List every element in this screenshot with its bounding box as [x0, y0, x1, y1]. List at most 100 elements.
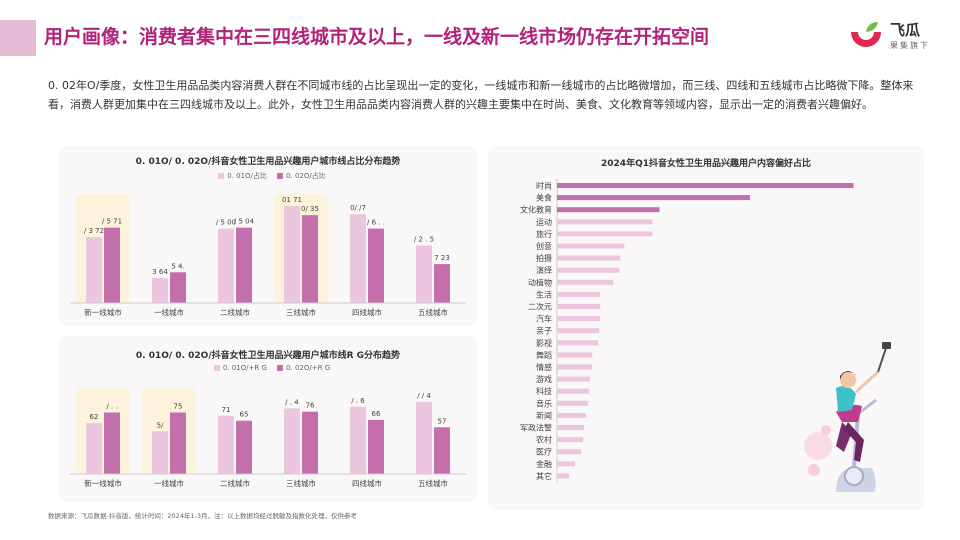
data-label: / . 6: [351, 397, 365, 405]
x-tick-label: 一线城市: [154, 307, 184, 317]
bar: [557, 279, 614, 285]
highlight-band: [76, 194, 130, 303]
y-tick-label: 医疗: [536, 447, 552, 457]
bar: [557, 400, 589, 406]
bar: [557, 376, 591, 382]
data-label: / 6 . .: [367, 219, 385, 227]
y-tick-label: 美食: [536, 193, 552, 203]
bar: [557, 461, 576, 467]
bar: [284, 408, 300, 474]
data-label: 65: [240, 411, 249, 419]
city-tgi-chart: 62 / . . 新一线城市 5/75 一线城市 71 65 二线城市 / . 4 76 三线城市 /…: [70, 388, 466, 488]
bar: [557, 364, 593, 370]
bar: [557, 352, 593, 358]
data-label: 5/: [157, 421, 164, 429]
bar: [557, 316, 601, 322]
source-footnote: 数据来源：飞瓜数据-抖音版，统计时间：2024年1-3月，注：以上数据均经过脱敏…: [48, 512, 358, 520]
data-label: / 2 . 5: [414, 235, 434, 243]
bar: [104, 227, 120, 303]
data-label: 62: [90, 413, 99, 421]
x-tick-label: 三线城市: [286, 478, 316, 488]
x-tick-label: 四线城市: [352, 307, 382, 317]
legend-swatch: [277, 365, 284, 371]
bar: [557, 183, 854, 188]
legend-label: 0. 02O/占比: [286, 172, 326, 180]
x-tick-label: 二线城市: [220, 307, 250, 317]
y-tick-label: 金融: [536, 459, 552, 469]
x-tick-label: 二线城市: [220, 478, 250, 488]
data-label: 3 64: [152, 268, 168, 276]
y-tick-label: 农村: [536, 435, 552, 445]
y-tick-label: 时尚: [536, 181, 552, 191]
city-share-panel: 0. 01O/ 0. 02O/抖音女性卫生用品兴趣用户城市线占比分布趋势 0. …: [58, 146, 478, 326]
legend-label: 0. 01O/占比: [227, 172, 267, 180]
bar: [416, 401, 432, 474]
bar: [557, 473, 570, 479]
legend-swatch: [218, 173, 225, 179]
bar: [557, 207, 660, 213]
data-label: 75: [174, 403, 183, 411]
bar: [218, 228, 234, 303]
bar: [350, 406, 366, 474]
data-label: 71: [222, 406, 231, 414]
data-label: 0/ /7: [350, 204, 366, 212]
chart-title: 2024年Q1抖音女性卫生用品兴趣用户内容偏好占比: [601, 159, 811, 169]
y-tick-label: 影视: [536, 338, 552, 348]
bar: [236, 420, 252, 474]
y-tick-label: 军政法警: [520, 423, 552, 433]
bar: [557, 340, 599, 346]
data-label: 5 4.: [171, 262, 184, 270]
bar: [434, 427, 450, 474]
city-share-chart: / 3 72/ 5 71 新一线城市 3 645 4. 一线城市 / 5 00/ 5 0…: [70, 194, 466, 317]
data-label: / 5 71: [102, 218, 122, 226]
y-tick-label: 舞蹈: [536, 350, 552, 360]
y-tick-label: 演绎: [536, 265, 552, 275]
data-label: 0/ 35: [301, 205, 319, 213]
y-tick-label: 旅行: [536, 229, 552, 239]
y-tick-label: 拍摄: [536, 253, 552, 263]
bar: [557, 449, 582, 455]
x-tick-label: 一线城市: [154, 478, 184, 488]
bar: [416, 245, 432, 303]
bar: [152, 431, 168, 474]
city-tgi-panel: 0. 01O/ 0. 02O/抖音女性卫生用品兴趣用户城市线R G分布趋势 0.…: [58, 336, 478, 502]
data-label: 57: [438, 417, 447, 425]
bar: [557, 412, 587, 418]
data-label: 76: [306, 402, 315, 410]
bar: [557, 425, 585, 430]
data-label: / . 4: [285, 398, 299, 406]
data-label: 66: [372, 410, 381, 418]
legend-label: 0. 02O/+R G: [286, 364, 331, 372]
legend-label: 0. 01O/+R G: [222, 364, 267, 372]
bar: [236, 227, 252, 303]
bar: [302, 411, 318, 474]
y-tick-label: 文化教育: [520, 205, 552, 215]
y-tick-label: 亲子: [536, 326, 552, 336]
y-tick-label: 创意: [536, 241, 552, 251]
y-tick-label: 科技: [536, 386, 552, 396]
bar: [302, 215, 318, 303]
y-tick-label: 运动: [536, 217, 552, 227]
y-tick-label: 汽车: [536, 314, 552, 324]
bar: [557, 231, 653, 237]
bar: [557, 255, 621, 261]
bar: [170, 412, 186, 474]
bar: [557, 291, 601, 297]
y-tick-label: 其它: [536, 471, 552, 481]
bar: [86, 237, 102, 303]
y-tick-label: 生活: [536, 289, 552, 299]
chart-title: 0. 01O/ 0. 02O/抖音女性卫生用品兴趣用户城市线R G分布趋势: [135, 351, 401, 361]
intro-paragraph: 0. 02年O/季度，女性卫生用品品类内容消费人群在不同城市线的占比呈现出一定的…: [48, 79, 914, 111]
brand-logo-icon: [851, 22, 881, 47]
x-tick-label: 四线城市: [352, 478, 382, 488]
bar: [368, 419, 384, 474]
content-preference-chart: 时尚美食文化教育运动旅行创意拍摄演绎动植物生活二次元汽车亲子影视舞蹈情感游戏科技…: [520, 178, 854, 483]
x-tick-label: 三线城市: [286, 307, 316, 317]
y-tick-label: 游戏: [536, 374, 552, 384]
cyclist-illustration-icon: [804, 342, 891, 492]
bar: [350, 214, 366, 303]
bar: [557, 388, 590, 394]
x-tick-label: 新一线城市: [84, 478, 122, 488]
brand-subtitle: 果集旗下: [890, 41, 930, 50]
bar: [557, 328, 600, 334]
